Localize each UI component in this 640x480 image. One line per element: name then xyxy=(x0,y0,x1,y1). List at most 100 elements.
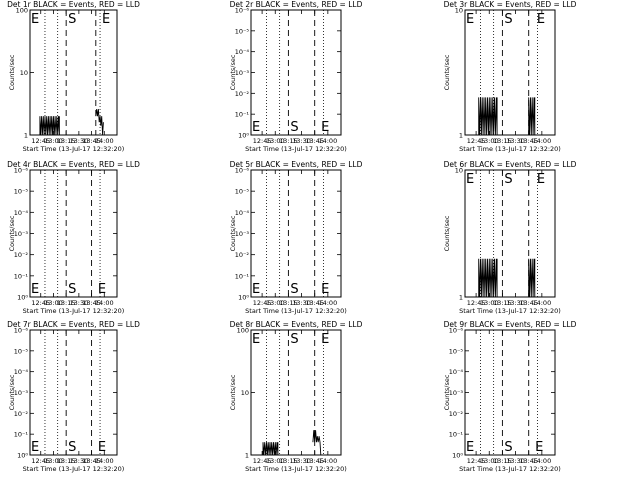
y-tick-label: 10⁻¹ xyxy=(14,272,29,280)
x-tick-label: 13:30 xyxy=(69,137,88,145)
marker-e: E xyxy=(537,172,545,187)
y-axis-label: Counts/sec xyxy=(8,215,16,251)
y-tick-label: 10⁻⁵ xyxy=(235,188,250,196)
x-tick-label: 14:00 xyxy=(95,457,114,465)
marker-e: E xyxy=(252,332,260,347)
chart-panel-9: Det 9r BLACK = Events, RED = LLD 10⁰ 10⁻¹ 1… xyxy=(443,320,577,473)
x-tick-label: 14:00 xyxy=(318,299,337,307)
y-tick-label: 10⁻¹ xyxy=(235,272,250,280)
y-tick-label: 10⁰ xyxy=(17,452,28,460)
y-tick-label: 1 xyxy=(459,132,463,140)
y-tick-label: 10⁰ xyxy=(17,294,28,302)
chart-title: Det 6r BLACK = Events, RED = LLD xyxy=(444,160,577,169)
y-tick-label: 1 xyxy=(459,294,463,302)
y-tick-label: 10⁻² xyxy=(14,251,29,259)
y-axis-label: Counts/sec xyxy=(443,54,451,90)
y-tick-label: 10⁻¹ xyxy=(235,111,250,119)
y-axis-label: Counts/sec xyxy=(229,54,237,90)
chart-title: Det 3r BLACK = Events, RED = LLD xyxy=(444,0,577,9)
x-tick-label: 12:45 xyxy=(31,457,50,465)
y-tick-label: 10⁻⁵ xyxy=(449,347,464,355)
y-tick-label: 10⁻⁴ xyxy=(14,209,29,217)
y-tick-label: 10⁻³ xyxy=(14,389,29,397)
y-tick-label: 10⁻³ xyxy=(235,69,250,77)
chart-title: Det 4r BLACK = Events, RED = LLD xyxy=(7,160,140,169)
x-tick-label: 13:15 xyxy=(493,457,512,465)
x-tick-label: 13:15 xyxy=(279,299,298,307)
x-tick-label: 13:00 xyxy=(266,457,285,465)
x-tick-label: 12:45 xyxy=(31,137,50,145)
x-tick-label: 13:45 xyxy=(82,137,101,145)
x-tick-label: 13:15 xyxy=(493,137,512,145)
marker-e: E xyxy=(321,332,329,347)
y-tick-label: 10⁻⁵ xyxy=(14,188,29,196)
x-tick-label: 13:00 xyxy=(44,137,63,145)
x-tick-label: 12:45 xyxy=(467,299,486,307)
x-axis-label: Start Time (13-Jul-17 12:32:20) xyxy=(245,307,347,315)
marker-s: S xyxy=(290,120,298,135)
x-tick-label: 13:00 xyxy=(480,457,499,465)
y-tick-label: 10⁻⁶ xyxy=(14,167,29,175)
x-tick-label: 13:15 xyxy=(493,299,512,307)
x-tick-label: 13:00 xyxy=(266,299,285,307)
x-tick-label: 13:45 xyxy=(519,299,538,307)
plot-frame xyxy=(250,9,342,136)
y-tick-label: 10⁻¹ xyxy=(449,431,464,439)
plot-frame xyxy=(29,329,118,456)
x-tick-label: 13:30 xyxy=(292,457,311,465)
x-tick-label: 13:00 xyxy=(44,299,63,307)
chart-panel-4: Det 4r BLACK = Events, RED = LLD 10⁰ 10⁻¹ 1… xyxy=(7,160,140,315)
y-tick-label: 10⁻² xyxy=(235,90,250,98)
chart-panel-6: Det 6r BLACK = Events, RED = LLD 1 10 12:45… xyxy=(443,160,577,315)
y-tick-label: 10⁻⁴ xyxy=(235,209,250,217)
marker-e: E xyxy=(537,12,545,27)
y-axis-label: Counts/sec xyxy=(443,374,451,410)
chart-panel-3: Det 3r BLACK = Events, RED = LLD 1 10 12:45… xyxy=(443,0,577,153)
y-tick-label: 10⁰ xyxy=(238,132,249,140)
y-tick-label: 10⁻⁵ xyxy=(14,347,29,355)
y-tick-label: 10 xyxy=(241,389,249,397)
marker-s: S xyxy=(290,332,298,347)
x-tick-label: 13:15 xyxy=(57,299,76,307)
y-tick-label: 10⁻² xyxy=(14,410,29,418)
plot-frame xyxy=(29,169,118,298)
marker-e: E xyxy=(321,120,329,135)
plot-frame xyxy=(464,329,556,456)
x-tick-label: 14:00 xyxy=(95,137,114,145)
marker-e: E xyxy=(98,440,106,455)
x-tick-label: 13:45 xyxy=(82,457,101,465)
x-tick-label: 13:30 xyxy=(69,299,88,307)
x-tick-label: 14:00 xyxy=(532,137,551,145)
y-tick-label: 10⁻¹ xyxy=(14,431,29,439)
x-tick-label: 13:30 xyxy=(292,299,311,307)
x-tick-label: 14:00 xyxy=(532,299,551,307)
marker-s: S xyxy=(504,440,512,455)
y-tick-label: 10⁻⁶ xyxy=(235,7,250,15)
y-tick-label: 10⁻⁴ xyxy=(449,368,464,376)
x-tick-label: 13:00 xyxy=(44,457,63,465)
x-tick-label: 12:45 xyxy=(253,299,272,307)
x-tick-label: 13:45 xyxy=(519,137,538,145)
marker-e: E xyxy=(466,172,474,187)
marker-e: E xyxy=(252,282,260,297)
x-tick-label: 13:30 xyxy=(506,457,525,465)
chart-title: Det 9r BLACK = Events, RED = LLD xyxy=(444,320,577,329)
y-tick-label: 10⁻² xyxy=(235,251,250,259)
x-tick-label: 13:45 xyxy=(305,299,324,307)
x-axis-label: Start Time (13-Jul-17 12:32:20) xyxy=(23,465,125,473)
plot-frame xyxy=(464,169,556,298)
y-tick-label: 10 xyxy=(455,167,463,175)
chart-panel-8: Det 8r BLACK = Events, RED = LLD 1 10 100 12… xyxy=(229,320,363,473)
series-line xyxy=(478,97,498,136)
y-axis-label: Counts/sec xyxy=(443,215,451,251)
y-tick-label: 10⁻³ xyxy=(235,230,250,238)
marker-s: S xyxy=(68,440,76,455)
y-tick-label: 100 xyxy=(16,7,28,15)
y-axis-label: Counts/sec xyxy=(8,374,16,410)
series-line xyxy=(39,116,60,136)
chart-title: Det 8r BLACK = Events, RED = LLD xyxy=(230,320,363,329)
x-axis-label: Start Time (13-Jul-17 12:32:20) xyxy=(23,307,125,315)
x-axis-label: Start Time (13-Jul-17 12:32:20) xyxy=(459,307,561,315)
x-axis-label: Start Time (13-Jul-17 12:32:20) xyxy=(459,465,561,473)
x-axis-label: Start Time (13-Jul-17 12:32:20) xyxy=(23,145,125,153)
